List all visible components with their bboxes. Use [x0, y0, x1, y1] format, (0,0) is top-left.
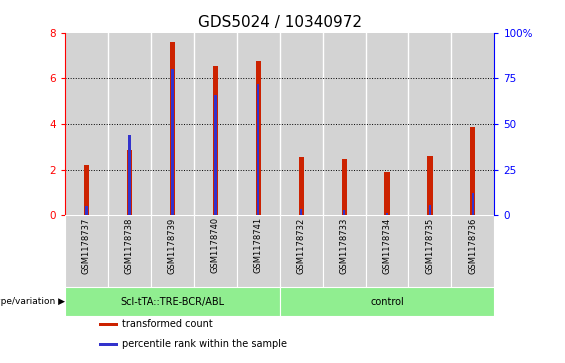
Bar: [472, 193, 474, 215]
Text: GSM1178738: GSM1178738: [125, 217, 134, 274]
Bar: [99, 323, 118, 326]
FancyBboxPatch shape: [65, 215, 108, 287]
Bar: [214, 95, 216, 215]
Bar: [341, 159, 347, 215]
Text: Scl-tTA::TRE-BCR/ABL: Scl-tTA::TRE-BCR/ABL: [120, 297, 224, 307]
Bar: [99, 343, 118, 346]
FancyBboxPatch shape: [237, 215, 280, 287]
Text: GSM1178736: GSM1178736: [468, 217, 477, 274]
Bar: [343, 210, 345, 215]
Text: GSM1178732: GSM1178732: [297, 217, 306, 274]
Bar: [255, 61, 261, 215]
Bar: [366, 33, 408, 215]
Text: transformed count: transformed count: [121, 319, 212, 329]
Bar: [127, 150, 132, 215]
Bar: [429, 205, 431, 215]
Bar: [108, 33, 151, 215]
Bar: [451, 33, 494, 215]
Bar: [323, 33, 366, 215]
FancyBboxPatch shape: [451, 215, 494, 287]
FancyBboxPatch shape: [151, 215, 194, 287]
Title: GDS5024 / 10340972: GDS5024 / 10340972: [198, 15, 362, 30]
Text: GSM1178733: GSM1178733: [340, 217, 349, 274]
Text: GSM1178737: GSM1178737: [82, 217, 91, 274]
Text: GSM1178741: GSM1178741: [254, 217, 263, 273]
Bar: [212, 66, 218, 215]
Bar: [170, 42, 175, 215]
Bar: [194, 33, 237, 215]
Bar: [84, 165, 89, 215]
FancyBboxPatch shape: [65, 287, 280, 316]
FancyBboxPatch shape: [194, 215, 237, 287]
Bar: [65, 33, 108, 215]
Text: GSM1178734: GSM1178734: [383, 217, 392, 274]
FancyBboxPatch shape: [280, 215, 323, 287]
Text: genotype/variation ▶: genotype/variation ▶: [0, 297, 65, 306]
Bar: [384, 172, 390, 215]
Bar: [300, 209, 302, 215]
Bar: [386, 213, 388, 215]
Bar: [298, 157, 304, 215]
Bar: [280, 33, 323, 215]
Text: GSM1178735: GSM1178735: [425, 217, 434, 274]
Bar: [427, 156, 433, 215]
FancyBboxPatch shape: [323, 215, 366, 287]
Bar: [408, 33, 451, 215]
FancyBboxPatch shape: [366, 215, 408, 287]
Bar: [237, 33, 280, 215]
Text: control: control: [370, 297, 404, 307]
Text: GSM1178739: GSM1178739: [168, 217, 177, 274]
Bar: [85, 206, 88, 215]
Bar: [128, 135, 131, 215]
FancyBboxPatch shape: [108, 215, 151, 287]
FancyBboxPatch shape: [280, 287, 494, 316]
Text: percentile rank within the sample: percentile rank within the sample: [121, 339, 286, 349]
Text: GSM1178740: GSM1178740: [211, 217, 220, 273]
FancyBboxPatch shape: [408, 215, 451, 287]
Bar: [257, 84, 259, 215]
Bar: [171, 69, 173, 215]
Bar: [470, 127, 476, 215]
Bar: [151, 33, 194, 215]
